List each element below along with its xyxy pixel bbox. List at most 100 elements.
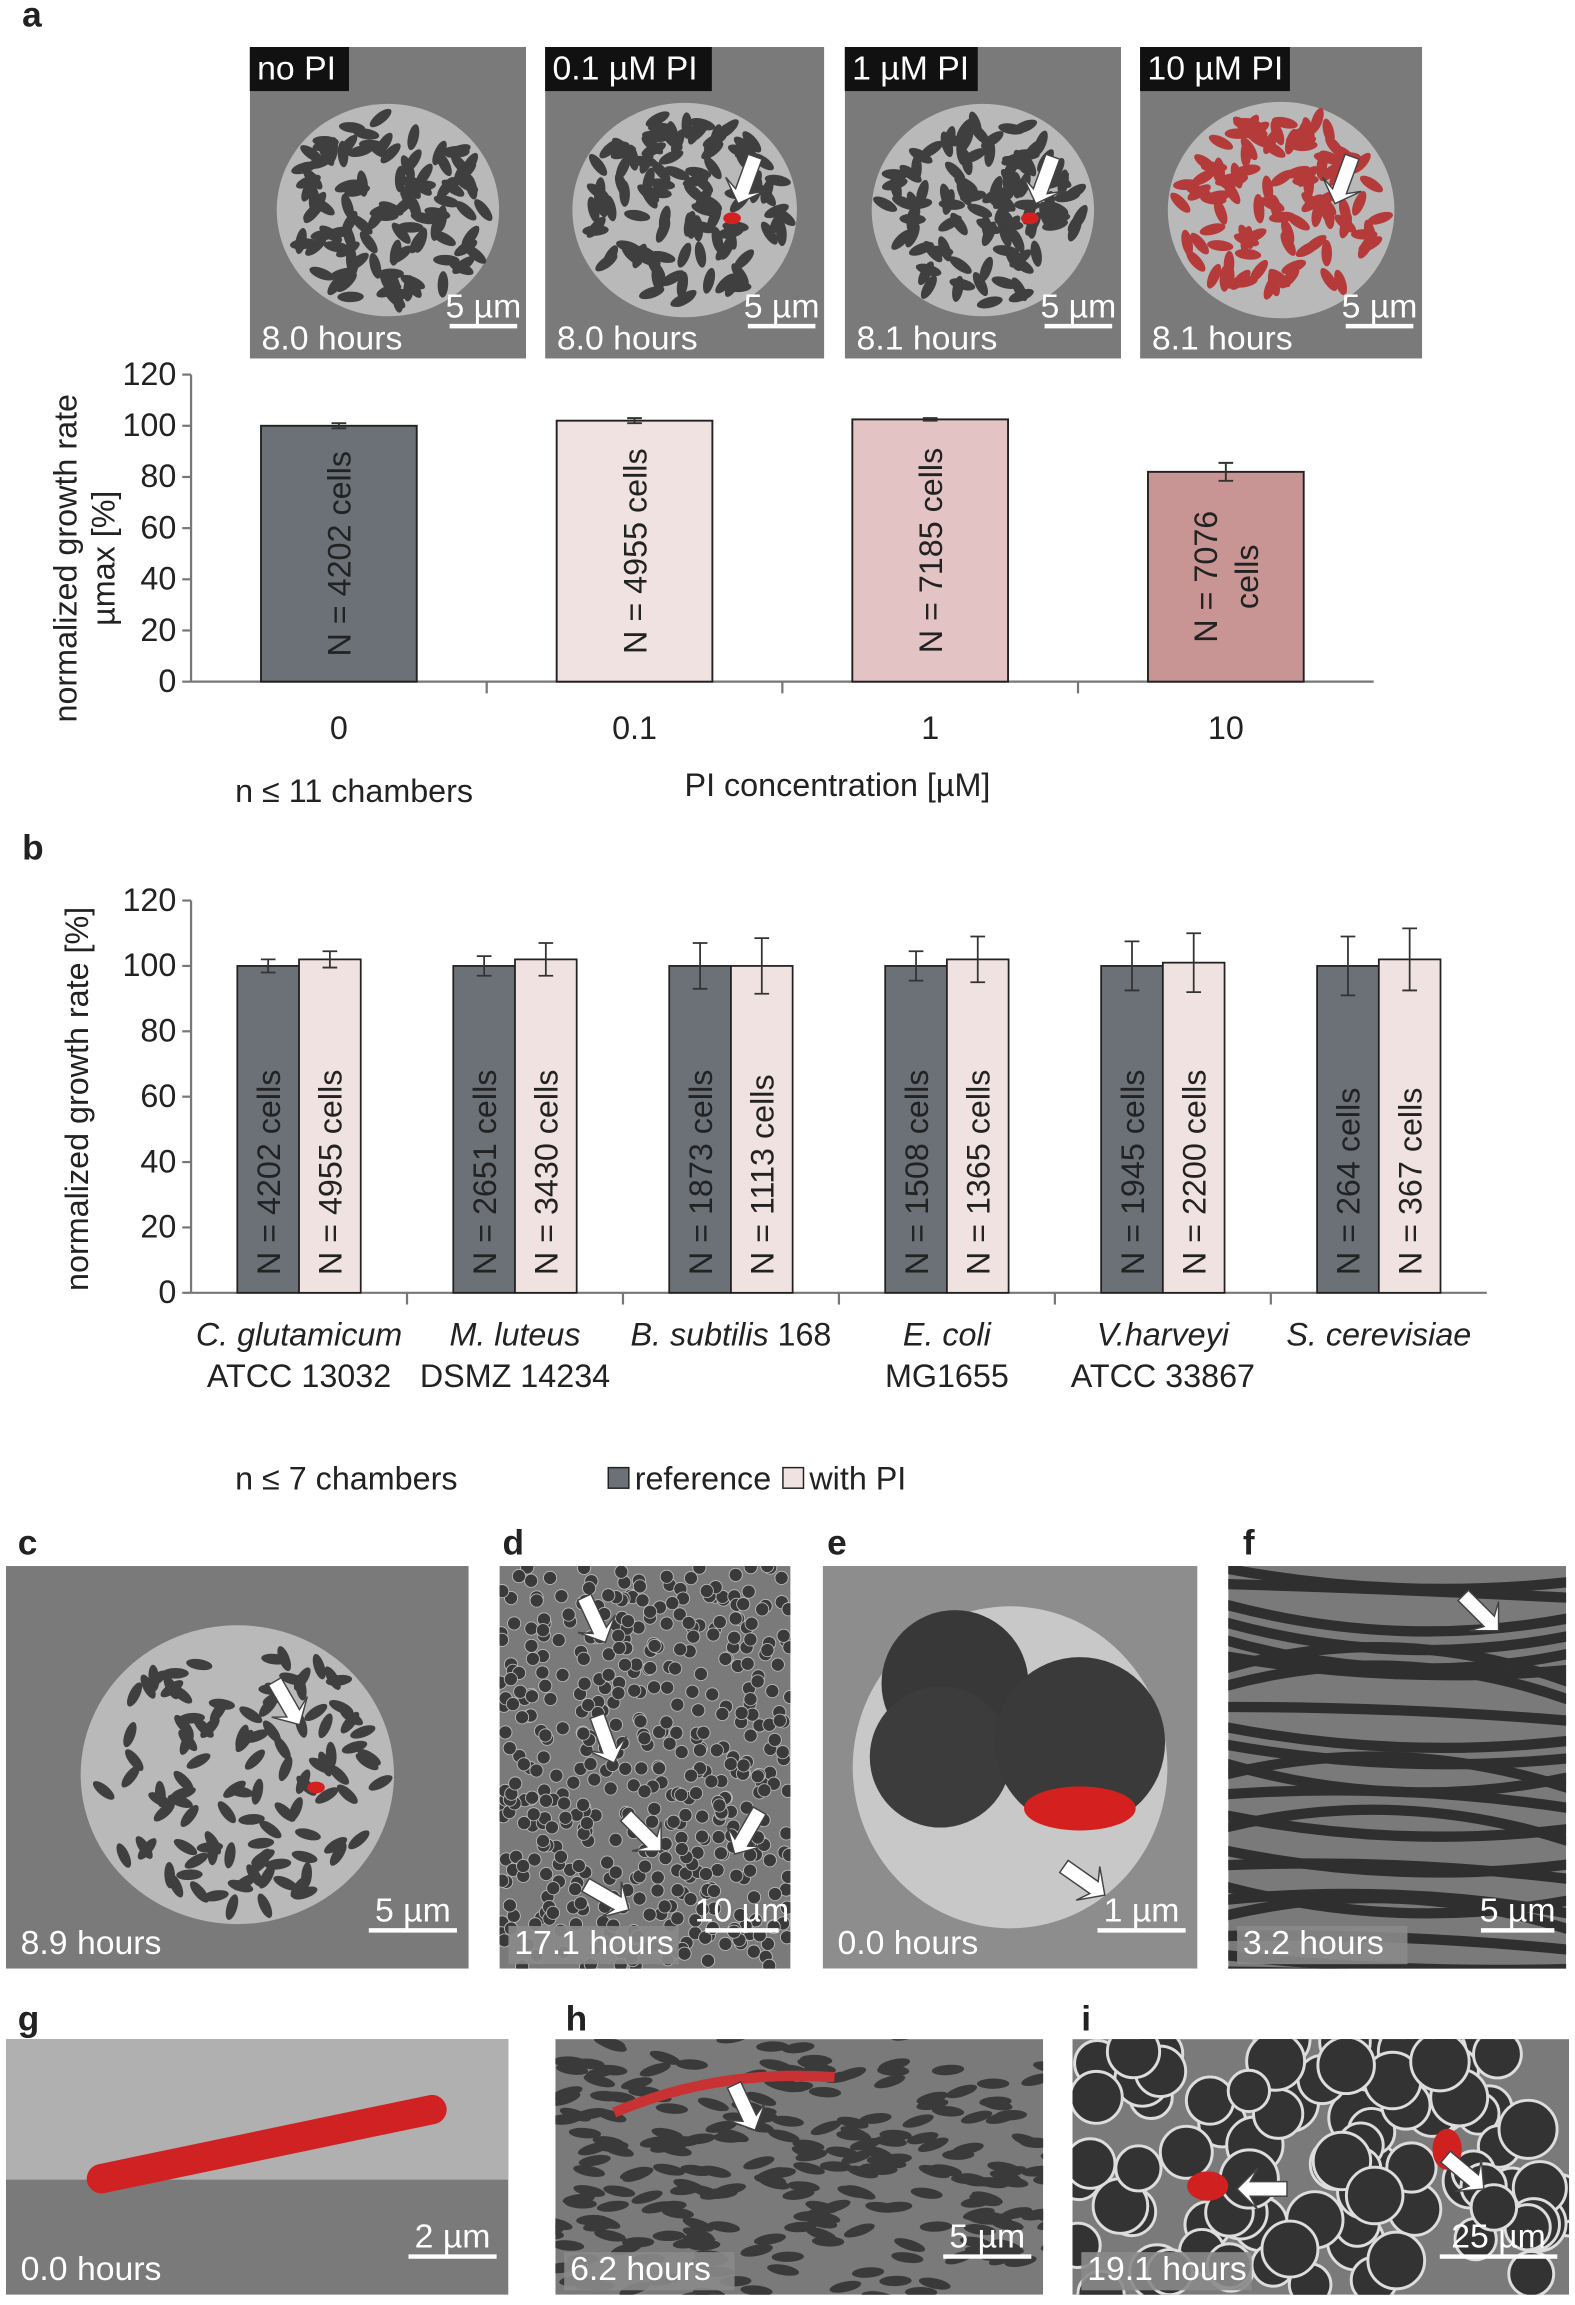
cell bbox=[579, 1816, 594, 1831]
arrow bbox=[1321, 153, 1362, 205]
x-tick-label: 0 bbox=[330, 710, 348, 746]
cell bbox=[555, 2229, 565, 2240]
cell bbox=[1030, 2209, 1044, 2225]
cell bbox=[587, 1772, 602, 1787]
cell bbox=[763, 2018, 797, 2034]
cell bbox=[1260, 2219, 1320, 2279]
cell bbox=[673, 1642, 688, 1657]
cell bbox=[683, 1571, 699, 1586]
cell bbox=[713, 2132, 746, 2143]
cell bbox=[747, 1890, 762, 1905]
cell bbox=[774, 2078, 806, 2092]
cell bbox=[674, 1841, 689, 1857]
cell bbox=[278, 1756, 293, 1782]
cell bbox=[819, 2161, 853, 2172]
tag-box bbox=[545, 47, 712, 92]
x-tick-label: DSMZ 14234 bbox=[420, 1358, 610, 1394]
cell bbox=[408, 196, 422, 222]
bar-label: N = 7185 cells bbox=[913, 448, 949, 654]
cell bbox=[746, 1944, 761, 1959]
cell bbox=[403, 275, 422, 298]
panel-letter: d bbox=[502, 1523, 524, 1562]
cell bbox=[555, 2092, 581, 2106]
time-label: 0.0 hours bbox=[21, 2250, 162, 2288]
arrow bbox=[587, 1712, 628, 1764]
cell bbox=[678, 1808, 693, 1823]
cell bbox=[137, 1838, 157, 1860]
cell bbox=[699, 2187, 732, 2200]
cell bbox=[273, 1875, 298, 1891]
cell bbox=[499, 1584, 510, 1599]
error-bar bbox=[1218, 461, 1234, 482]
scale-label: 5 µm bbox=[1342, 287, 1418, 325]
bar bbox=[946, 958, 1010, 1294]
cell bbox=[315, 1787, 339, 1804]
cell bbox=[1226, 2068, 1272, 2114]
micrograph bbox=[822, 1566, 1198, 1969]
cell bbox=[539, 1867, 554, 1882]
cell bbox=[1045, 171, 1070, 189]
cell bbox=[1017, 172, 1031, 198]
cell bbox=[529, 1593, 544, 1608]
cell bbox=[651, 160, 671, 182]
cell bbox=[601, 1647, 616, 1662]
cell bbox=[931, 2105, 965, 2117]
cell bbox=[724, 281, 752, 293]
cell bbox=[970, 123, 990, 145]
cell bbox=[586, 183, 610, 201]
cell bbox=[967, 203, 993, 218]
cell bbox=[776, 219, 787, 247]
cell bbox=[652, 2230, 685, 2241]
cell bbox=[277, 1646, 292, 1672]
tag-box bbox=[1140, 47, 1290, 92]
error-bar bbox=[1402, 927, 1418, 992]
cell bbox=[1268, 211, 1296, 223]
cell bbox=[562, 2193, 595, 2205]
scale-label: 5 µm bbox=[1041, 287, 1117, 325]
cell bbox=[557, 1796, 572, 1811]
cell bbox=[910, 2187, 943, 2199]
cell bbox=[753, 2233, 786, 2245]
cell bbox=[692, 1743, 708, 1758]
x-tick-label: ATCC 33867 bbox=[1071, 1358, 1255, 1394]
cell bbox=[891, 229, 912, 250]
cell bbox=[740, 2245, 773, 2257]
tag-label: 0.1 µM PI bbox=[552, 49, 697, 87]
cell bbox=[474, 199, 493, 222]
cell bbox=[670, 1883, 685, 1898]
filament bbox=[1228, 1845, 1567, 1878]
cell bbox=[691, 1703, 706, 1718]
cell bbox=[793, 2162, 825, 2175]
bar bbox=[555, 419, 714, 683]
cell bbox=[583, 1756, 598, 1772]
cell bbox=[217, 1801, 236, 1824]
species: V.harveyi bbox=[1097, 1317, 1230, 1353]
filament bbox=[1228, 1893, 1567, 1934]
cell bbox=[991, 276, 1018, 289]
cell bbox=[873, 196, 898, 212]
cell bbox=[637, 1731, 652, 1746]
cell bbox=[779, 1826, 791, 1841]
cell bbox=[454, 176, 479, 193]
cell bbox=[916, 2091, 949, 2105]
cell bbox=[178, 1729, 198, 1752]
cell bbox=[555, 1667, 570, 1683]
cell bbox=[1240, 137, 1258, 161]
arrow bbox=[576, 1593, 616, 1644]
cell bbox=[304, 1703, 328, 1722]
y-tick-label: 80 bbox=[140, 1013, 176, 1049]
error-bar bbox=[970, 935, 986, 984]
y-tick-label: 120 bbox=[122, 882, 176, 918]
cell bbox=[517, 2161, 551, 2181]
cell bbox=[805, 2216, 838, 2229]
cell bbox=[162, 1667, 189, 1679]
cell bbox=[891, 2252, 924, 2264]
cell bbox=[235, 1729, 254, 1753]
cell bbox=[200, 1717, 220, 1739]
cell bbox=[743, 1728, 758, 1743]
cell bbox=[608, 1717, 624, 1732]
cell bbox=[174, 1715, 194, 1736]
cell bbox=[303, 201, 323, 224]
cell bbox=[551, 1633, 566, 1648]
cell bbox=[704, 1774, 719, 1789]
